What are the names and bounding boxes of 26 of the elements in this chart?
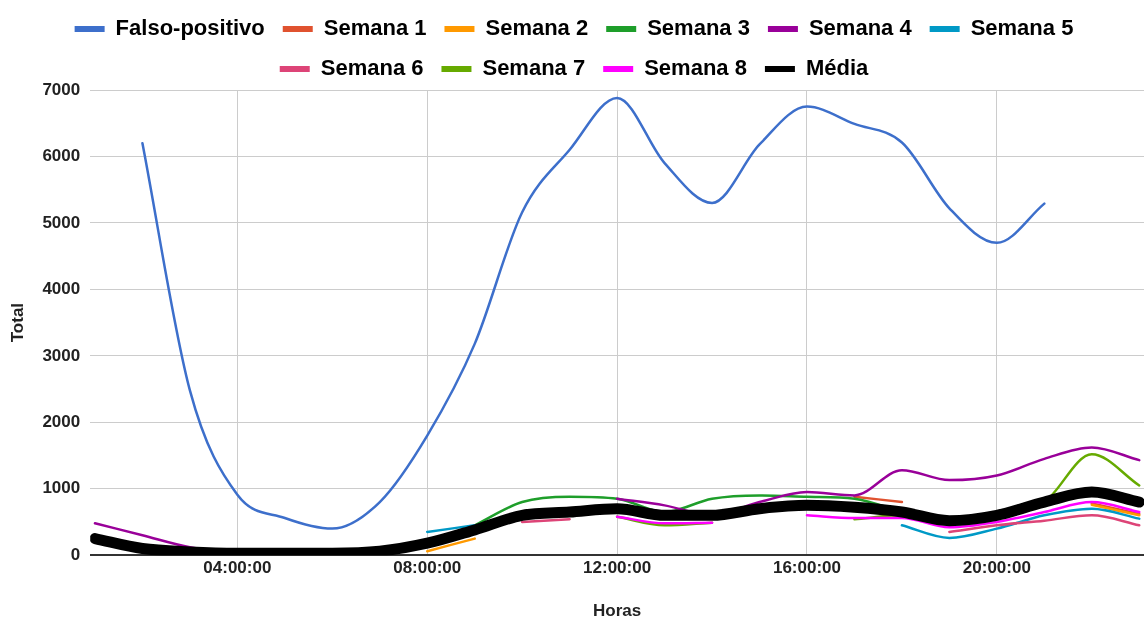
legend-label: Semana 4	[808, 15, 913, 41]
legend-label: Semana 6	[320, 55, 424, 81]
line-series	[141, 96, 1046, 530]
y-tick-label: 0	[70, 544, 81, 564]
y-tick-label: 6000	[42, 146, 81, 166]
legend-label: Semana 5	[970, 15, 1074, 41]
x-axis-title: Horas	[593, 601, 642, 621]
legend-label: Semana 1	[323, 15, 427, 41]
y-tick-label: 4000	[42, 279, 81, 299]
y-tick-label: 2000	[42, 411, 81, 431]
legend-label: Semana 7	[482, 55, 586, 81]
legend-label: Falso-positivo	[115, 15, 265, 41]
x-tick-label: 20:00:00	[962, 558, 1031, 578]
y-tick-label: 7000	[42, 79, 81, 99]
y-tick-label: 3000	[42, 345, 81, 365]
x-tick-label: 04:00:00	[203, 558, 272, 578]
y-tick-label: 5000	[42, 212, 81, 232]
legend-label: Semana 8	[644, 55, 747, 81]
y-tick-label: 1000	[42, 478, 81, 498]
x-tick-label: 16:00:00	[772, 558, 842, 578]
legend-label: Semana 3	[647, 15, 750, 41]
legend-label: Média	[805, 55, 870, 81]
x-tick-label: 12:00:00	[583, 558, 652, 578]
x-tick-label: 08:00:00	[393, 558, 462, 578]
legend-label: Semana 2	[485, 15, 589, 41]
y-axis-title: Total	[7, 302, 27, 343]
